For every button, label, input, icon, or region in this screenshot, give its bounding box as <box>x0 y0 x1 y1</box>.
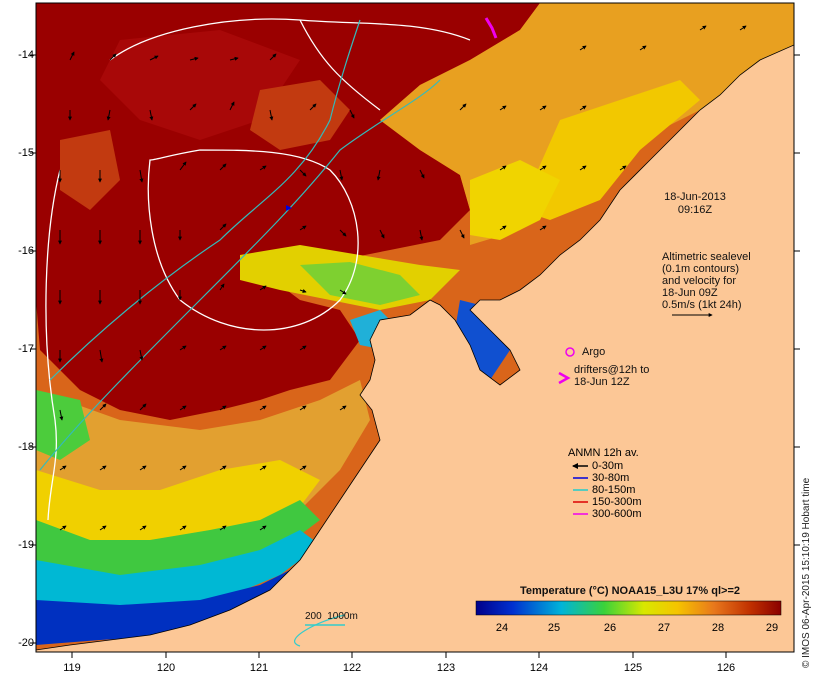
colorbar-tick: 25 <box>547 622 561 634</box>
x-tick: 124 <box>529 662 549 674</box>
colorbar-tick: 26 <box>603 622 617 634</box>
altimetric-line: (0.1m contours) <box>662 263 740 275</box>
drifter-legend-symbol <box>558 371 571 385</box>
x-tick: 121 <box>249 662 269 674</box>
altimetric-line: 18-Jun 09Z <box>662 287 718 299</box>
argo-float <box>286 205 292 211</box>
colorbar-tick: 27 <box>657 622 671 634</box>
y-tick: -14 <box>18 49 34 61</box>
y-tick: -16 <box>18 245 34 257</box>
drifters-label: 18-Jun 12Z <box>574 376 630 388</box>
x-tick: 126 <box>716 662 736 674</box>
legend-item-30-80m: 30-80m <box>592 472 630 484</box>
legend-item-80-150m: 80-150m <box>592 484 636 496</box>
legend-item-150-300m: 150-300m <box>592 496 642 508</box>
x-tick: 120 <box>156 662 176 674</box>
map-time: 09:16Z <box>677 204 713 216</box>
colorbar-tick: 28 <box>711 622 725 634</box>
argo-label: Argo <box>582 346 606 358</box>
x-tick: 123 <box>436 662 456 674</box>
y-tick: -19 <box>18 539 34 551</box>
colorbar-title: Temperature (°C) NOAA15_L3U 17% ql>=2 <box>520 585 740 597</box>
legend-item-0-30m: 0-30m <box>592 460 624 472</box>
legend-title: ANMN 12h av. <box>568 447 639 459</box>
x-tick: 125 <box>623 662 643 674</box>
x-tick: 122 <box>342 662 362 674</box>
altimetric-line: 0.5m/s (1kt 24h) <box>662 299 742 311</box>
legend-item-300-600m: 300-600m <box>592 508 642 520</box>
isobaths <box>39 19 441 647</box>
y-tick: -17 <box>18 343 34 355</box>
legend-arrows <box>572 463 588 515</box>
y-tick: -18 <box>18 441 34 453</box>
altimetric-line: Altimetric sealevel <box>662 251 751 263</box>
isobath-label: 200 1000m <box>305 611 358 622</box>
argo-legend-symbol <box>565 347 575 357</box>
plot-frame <box>35 2 795 653</box>
velocity-arrows <box>58 25 747 531</box>
colorbar <box>475 600 782 616</box>
colorbar-tick: 29 <box>765 622 779 634</box>
tick-marks <box>30 54 800 658</box>
sealevel-contours <box>45 18 471 521</box>
y-tick: -20 <box>18 637 34 649</box>
drifter-track <box>484 17 498 39</box>
credit: © IMOS 06-Apr-2015 15:10:19 Hobart time <box>801 477 812 668</box>
x-tick: 119 <box>63 662 81 674</box>
altimetric-line: and velocity for <box>662 275 736 287</box>
colorbar-tick: 24 <box>495 622 509 634</box>
y-tick: -15 <box>18 147 34 159</box>
drifters-label: drifters@12h to <box>574 364 650 376</box>
map-date: 18-Jun-2013 <box>664 191 726 203</box>
land <box>36 44 794 652</box>
